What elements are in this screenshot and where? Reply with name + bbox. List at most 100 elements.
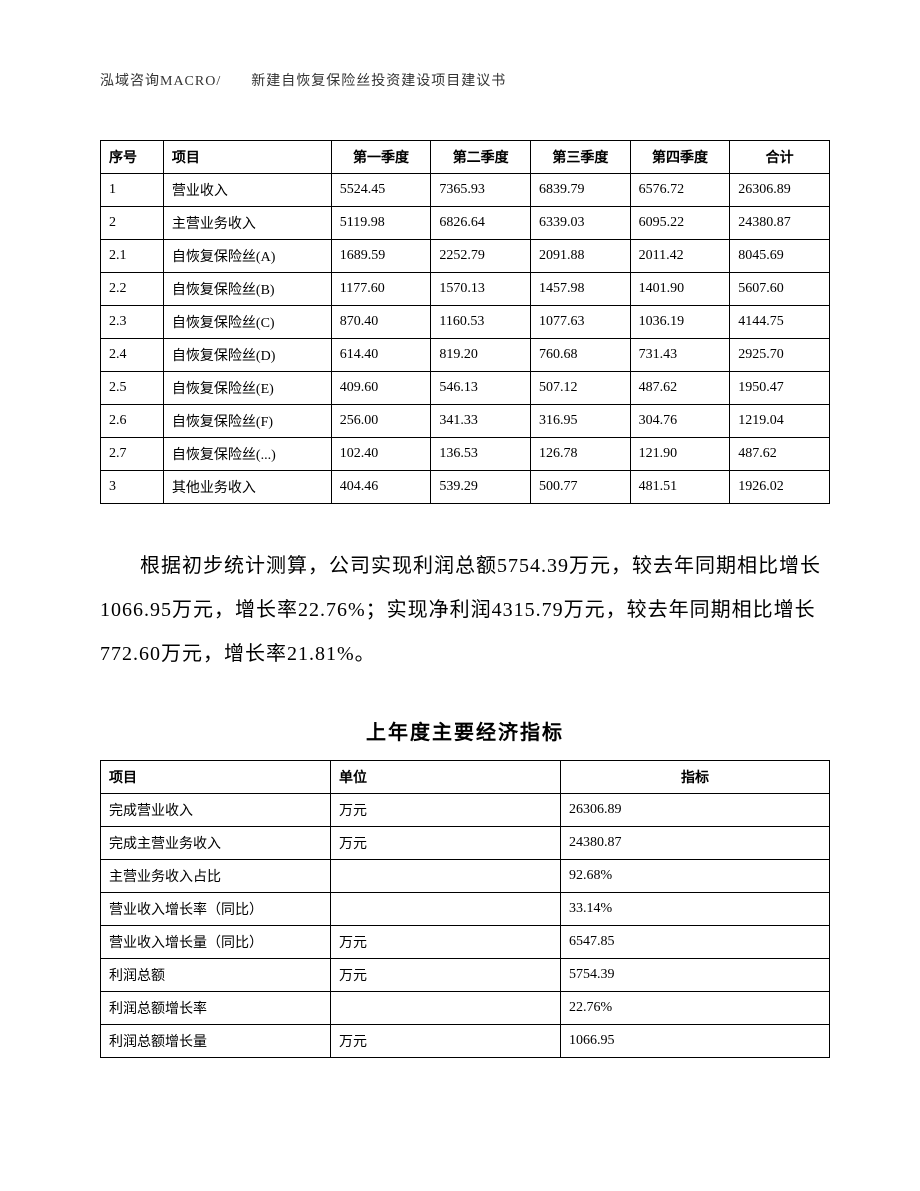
table-cell: 6547.85: [561, 926, 830, 959]
table-row: 利润总额万元5754.39: [101, 959, 830, 992]
table-cell: 2.2: [101, 273, 164, 306]
table-cell: 1077.63: [531, 306, 631, 339]
table-header-row: 序号 项目 第一季度 第二季度 第三季度 第四季度 合计: [101, 141, 830, 174]
table-row: 利润总额增长率 22.76%: [101, 992, 830, 1025]
table-cell: 731.43: [630, 339, 730, 372]
table-cell: 4144.75: [730, 306, 830, 339]
table-cell: 487.62: [630, 372, 730, 405]
table-cell: 5607.60: [730, 273, 830, 306]
table-cell: 利润总额增长率: [101, 992, 331, 1025]
table-cell: 主营业务收入: [163, 207, 331, 240]
table-cell: 5754.39: [561, 959, 830, 992]
table-cell: 1570.13: [431, 273, 531, 306]
section-title: 上年度主要经济指标: [100, 716, 830, 745]
header-q4: 第四季度: [630, 141, 730, 174]
table-cell: 1160.53: [431, 306, 531, 339]
table-cell: 1457.98: [531, 273, 631, 306]
table-cell: [331, 860, 561, 893]
table-cell: 126.78: [531, 438, 631, 471]
table-cell: 2091.88: [531, 240, 631, 273]
table-cell: 6095.22: [630, 207, 730, 240]
table-row: 完成主营业务收入万元24380.87: [101, 827, 830, 860]
table-cell: 万元: [331, 794, 561, 827]
table-cell: 2.7: [101, 438, 164, 471]
header-unit: 单位: [331, 761, 561, 794]
table-cell: 自恢复保险丝(E): [163, 372, 331, 405]
table-cell: 万元: [331, 959, 561, 992]
table-cell: 256.00: [331, 405, 431, 438]
table-cell: 819.20: [431, 339, 531, 372]
table-cell: 自恢复保险丝(C): [163, 306, 331, 339]
table-cell: 539.29: [431, 471, 531, 504]
table-cell: 6839.79: [531, 174, 631, 207]
table-cell: 自恢复保险丝(F): [163, 405, 331, 438]
table-cell: 316.95: [531, 405, 631, 438]
table-cell: 26306.89: [730, 174, 830, 207]
table-cell: 507.12: [531, 372, 631, 405]
page-header: 泓域咨询MACRO/ 新建自恢复保险丝投资建设项目建议书: [100, 70, 830, 90]
table-row: 利润总额增长量万元1066.95: [101, 1025, 830, 1058]
table-cell: 1950.47: [730, 372, 830, 405]
quarterly-revenue-table: 序号 项目 第一季度 第二季度 第三季度 第四季度 合计 1营业收入5524.4…: [100, 140, 830, 504]
table-cell: 2.1: [101, 240, 164, 273]
table-cell: 341.33: [431, 405, 531, 438]
table-cell: 102.40: [331, 438, 431, 471]
table-cell: 万元: [331, 1025, 561, 1058]
table-cell: [331, 992, 561, 1025]
table-cell: 2.4: [101, 339, 164, 372]
table-cell: 2252.79: [431, 240, 531, 273]
header-indicator: 指标: [561, 761, 830, 794]
table-cell: 136.53: [431, 438, 531, 471]
table-cell: 304.76: [630, 405, 730, 438]
table-row: 3其他业务收入404.46539.29500.77481.511926.02: [101, 471, 830, 504]
table-cell: 营业收入增长量（同比）: [101, 926, 331, 959]
table-row: 1营业收入5524.457365.936839.796576.7226306.8…: [101, 174, 830, 207]
table-cell: 546.13: [431, 372, 531, 405]
table-cell: 2.3: [101, 306, 164, 339]
table-cell: 3: [101, 471, 164, 504]
table-cell: 33.14%: [561, 893, 830, 926]
table-cell: [331, 893, 561, 926]
table-row: 2.6自恢复保险丝(F)256.00341.33316.95304.761219…: [101, 405, 830, 438]
table-cell: 自恢复保险丝(D): [163, 339, 331, 372]
table-cell: 营业收入增长率（同比）: [101, 893, 331, 926]
table-cell: 自恢复保险丝(A): [163, 240, 331, 273]
table-row: 主营业务收入占比92.68%: [101, 860, 830, 893]
table-row: 2.1自恢复保险丝(A)1689.592252.792091.882011.42…: [101, 240, 830, 273]
table-cell: 870.40: [331, 306, 431, 339]
table-cell: 2.5: [101, 372, 164, 405]
table-cell: 7365.93: [431, 174, 531, 207]
table-cell: 6826.64: [431, 207, 531, 240]
table-cell: 5524.45: [331, 174, 431, 207]
table-cell: 完成营业收入: [101, 794, 331, 827]
table-cell: 2: [101, 207, 164, 240]
table-cell: 自恢复保险丝(B): [163, 273, 331, 306]
table-row: 2主营业务收入5119.986826.646339.036095.2224380…: [101, 207, 830, 240]
table-cell: 其他业务收入: [163, 471, 331, 504]
table-cell: 利润总额增长量: [101, 1025, 331, 1058]
table-row: 营业收入增长率（同比） 33.14%: [101, 893, 830, 926]
table-cell: 121.90: [630, 438, 730, 471]
table-cell: 2.6: [101, 405, 164, 438]
table-cell: 完成主营业务收入: [101, 827, 331, 860]
table-row: 营业收入增长量（同比）万元6547.85: [101, 926, 830, 959]
table-cell: 760.68: [531, 339, 631, 372]
table-cell: 自恢复保险丝(...): [163, 438, 331, 471]
table-cell: 1177.60: [331, 273, 431, 306]
header-q2: 第二季度: [431, 141, 531, 174]
table-cell: 6576.72: [630, 174, 730, 207]
table-cell: 1: [101, 174, 164, 207]
table-cell: 1926.02: [730, 471, 830, 504]
table-header-row: 项目 单位 指标: [101, 761, 830, 794]
table-cell: 万元: [331, 926, 561, 959]
table-row: 2.7自恢复保险丝(...)102.40136.53126.78121.9048…: [101, 438, 830, 471]
table-row: 2.5自恢复保险丝(E)409.60546.13507.12487.621950…: [101, 372, 830, 405]
header-item: 项目: [163, 141, 331, 174]
table-cell: 22.76%: [561, 992, 830, 1025]
table-row: 2.4自恢复保险丝(D)614.40819.20760.68731.432925…: [101, 339, 830, 372]
table-cell: 主营业务收入占比: [101, 860, 331, 893]
table-cell: 2925.70: [730, 339, 830, 372]
header-q1: 第一季度: [331, 141, 431, 174]
table-cell: 1401.90: [630, 273, 730, 306]
header-q3: 第三季度: [531, 141, 631, 174]
